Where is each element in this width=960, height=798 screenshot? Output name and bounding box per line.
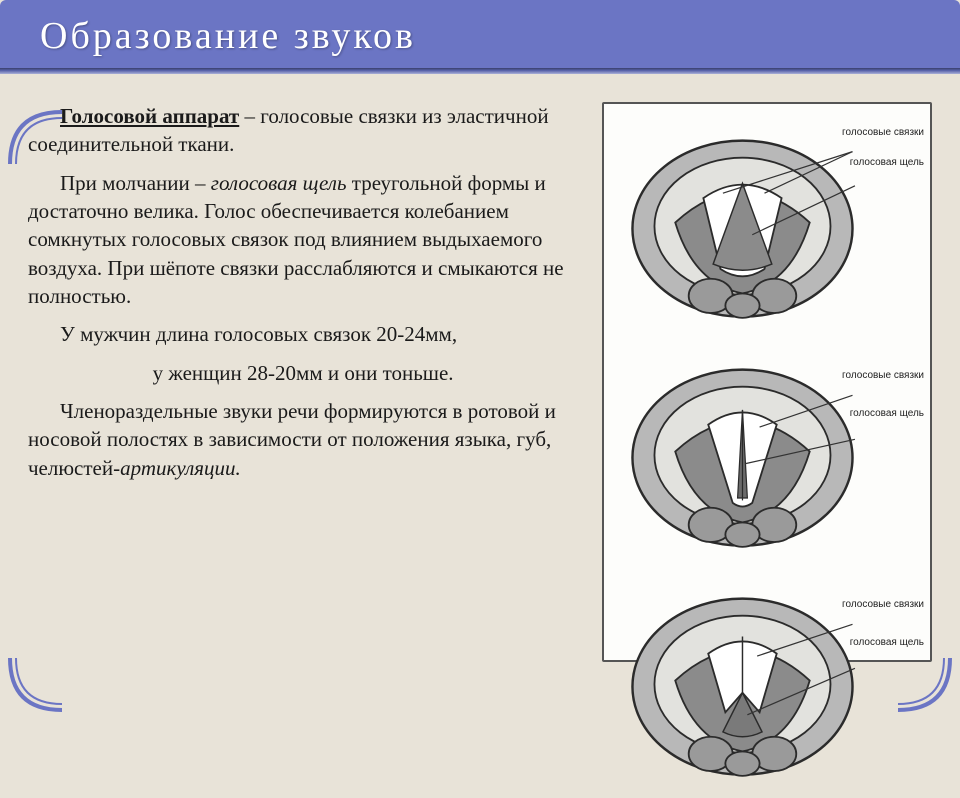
- figure-column: голосовые связки голосовая щель голосовы…: [602, 102, 932, 662]
- title-underline: [0, 68, 960, 74]
- term-articulation: артикуляции.: [120, 456, 241, 480]
- paragraph-3b: у женщин 28-20мм и они тоньше.: [28, 359, 578, 387]
- p4-pre: Членораздельные звуки речи формируются в…: [28, 399, 556, 480]
- p2-pre: При молчании –: [60, 171, 211, 195]
- paragraph-3a: У мужчин длина голосовых связок 20-24мм,: [28, 320, 578, 348]
- larynx-open-icon: [608, 110, 926, 335]
- label-cords-1: голосовые связки: [842, 128, 924, 139]
- label-cords-2: голосовые связки: [842, 371, 924, 382]
- label-cords-3: голосовые связки: [842, 600, 924, 611]
- corner-deco-br: [894, 654, 954, 714]
- label-slit-2: голосовая щель: [850, 409, 924, 420]
- term-vocal-apparatus: Голосовой аппарат: [60, 104, 239, 128]
- larynx-panel-open: голосовые связки голосовая щель: [608, 110, 926, 335]
- text-column: Голосовой аппарат – голосовые связки из …: [28, 102, 578, 662]
- corner-deco-tl: [6, 108, 66, 168]
- paragraph-4: Членораздельные звуки речи формируются в…: [28, 397, 578, 482]
- term-glottis: голосовая щель: [211, 171, 347, 195]
- page-title: Образование звуков: [40, 14, 920, 58]
- larynx-panel-whisper: голосовые связки голосовая щель: [608, 568, 926, 793]
- title-bar: Образование звуков: [0, 0, 960, 68]
- corner-deco-bl: [6, 654, 66, 714]
- larynx-panel-narrow: голосовые связки голосовая щель: [608, 339, 926, 564]
- paragraph-1: Голосовой аппарат – голосовые связки из …: [28, 102, 578, 159]
- label-slit-1: голосовая щель: [850, 158, 924, 169]
- content-row: Голосовой аппарат – голосовые связки из …: [0, 102, 960, 662]
- paragraph-2: При молчании – голосовая щель треугольно…: [28, 169, 578, 311]
- label-slit-3: голосовая щель: [850, 638, 924, 649]
